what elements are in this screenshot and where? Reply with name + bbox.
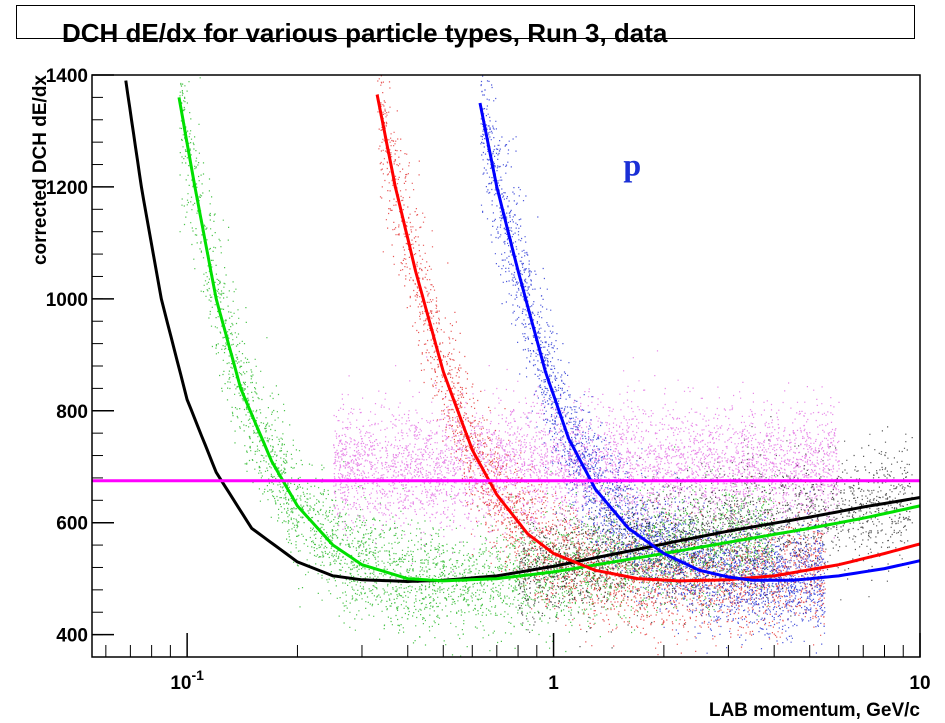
cloud-dots-1 [333,350,840,573]
point-cloud-1 [333,350,840,573]
x-axis-label: LAB momentum, GeV/c [709,700,921,721]
y-tick-label: 1200 [46,178,88,199]
y-tick-label: 1400 [46,66,88,87]
curve-1 [177,97,921,583]
axes: 400 600 800 1000 1200 1400 10-1 1 10 [46,66,931,694]
scatter-points [179,75,913,657]
y-axis-label: corrected DCH dE/dx [30,75,51,265]
y-tick-label: 400 [56,626,88,647]
curve-2 [375,94,921,583]
title-box [16,5,915,39]
x-tick-label: 10-1 [170,667,204,694]
y-tick-label: 600 [56,514,88,535]
y-tick-label: 1000 [46,290,88,311]
cloud-dots-3 [480,75,826,654]
y-tick-label: 800 [56,402,88,423]
curve-3 [478,102,921,582]
x-tick-label: 1 [548,673,559,694]
point-cloud-3 [480,75,826,654]
x-tick-label: 10 [909,673,930,694]
annotation-label: p [623,147,641,183]
curve-0 [124,80,921,584]
chart-title: DCH dE/dx for various particle types, Ru… [62,18,668,48]
curves-layer [92,80,921,584]
cloud-dots-0 [179,77,776,657]
point-cloud-0 [179,77,776,657]
